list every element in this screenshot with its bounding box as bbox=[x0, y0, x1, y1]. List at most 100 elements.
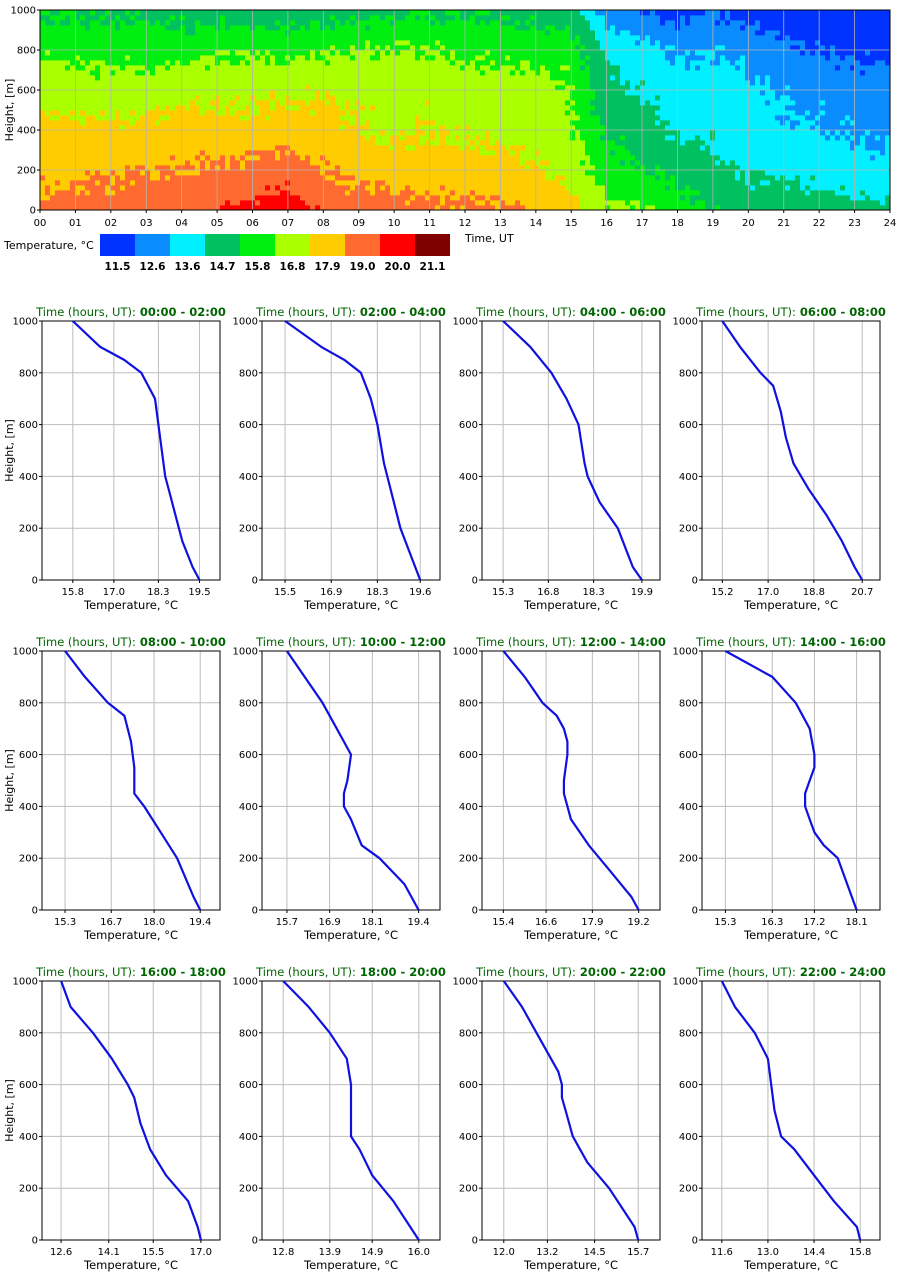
heatmap-cell bbox=[435, 75, 441, 81]
heatmap-cell bbox=[505, 130, 511, 136]
heatmap-cell bbox=[510, 40, 516, 46]
heatmap-cell bbox=[280, 35, 286, 41]
heatmap-cell bbox=[70, 145, 76, 151]
heatmap-cell bbox=[415, 100, 421, 106]
heatmap-cell bbox=[65, 45, 71, 51]
heatmap-cell bbox=[500, 100, 506, 106]
heatmap-cell bbox=[570, 100, 576, 106]
heatmap-cell bbox=[440, 70, 446, 76]
heatmap-cell bbox=[330, 20, 336, 26]
heatmap-cell bbox=[645, 165, 651, 171]
heatmap-cell bbox=[75, 140, 81, 146]
heatmap-cell bbox=[145, 20, 151, 26]
heatmap-cell bbox=[405, 140, 411, 146]
heatmap-cell bbox=[575, 185, 581, 191]
heatmap-cell bbox=[405, 185, 411, 191]
heatmap-cell bbox=[165, 135, 171, 141]
heatmap-cell bbox=[635, 160, 641, 166]
heatmap-cell bbox=[350, 20, 356, 26]
heatmap-cell bbox=[355, 155, 361, 161]
heatmap-cell bbox=[585, 85, 591, 91]
heatmap-cell bbox=[230, 120, 236, 126]
heatmap-cell bbox=[395, 10, 401, 16]
heatmap-cell bbox=[585, 200, 591, 206]
heatmap-cell bbox=[515, 145, 521, 151]
heatmap-cell bbox=[300, 105, 306, 111]
heatmap-cell bbox=[475, 60, 481, 66]
heatmap-cell bbox=[85, 85, 91, 91]
heatmap-cell bbox=[300, 100, 306, 106]
heatmap-cell bbox=[645, 200, 651, 206]
heatmap-cell bbox=[235, 25, 241, 31]
heatmap-cell bbox=[155, 40, 161, 46]
heatmap-cell bbox=[650, 175, 656, 181]
heatmap-cell bbox=[55, 50, 61, 56]
heatmap-cell bbox=[350, 125, 356, 131]
heatmap-cell bbox=[390, 145, 396, 151]
heatmap-cell bbox=[455, 190, 461, 196]
heatmap-cell bbox=[540, 175, 546, 181]
heatmap-cell bbox=[325, 100, 331, 106]
heatmap-cell bbox=[265, 165, 271, 171]
heatmap-cell bbox=[290, 140, 296, 146]
heatmap-cell bbox=[430, 70, 436, 76]
heatmap-cell bbox=[210, 95, 216, 101]
heatmap-cell bbox=[515, 195, 521, 201]
heatmap-cell bbox=[45, 130, 51, 136]
heatmap-cell bbox=[155, 125, 161, 131]
heatmap-cell bbox=[265, 120, 271, 126]
heatmap-cell bbox=[45, 165, 51, 171]
heatmap-cell bbox=[170, 15, 176, 21]
heatmap-cell bbox=[165, 170, 171, 176]
heatmap-cell bbox=[355, 50, 361, 56]
heatmap-cell bbox=[595, 40, 601, 46]
heatmap-cell bbox=[570, 125, 576, 131]
heatmap-cell bbox=[320, 30, 326, 36]
heatmap-cell bbox=[190, 70, 196, 76]
heatmap-cell bbox=[640, 10, 646, 16]
heatmap-cell bbox=[335, 145, 341, 151]
heatmap-cell bbox=[120, 195, 126, 201]
heatmap-cell bbox=[540, 120, 546, 126]
heatmap-cell bbox=[480, 100, 486, 106]
heatmap-cell bbox=[105, 125, 111, 131]
heatmap-cell bbox=[260, 20, 266, 26]
heatmap-cell bbox=[465, 190, 471, 196]
heatmap-cell bbox=[210, 135, 216, 141]
heatmap-cell bbox=[300, 115, 306, 121]
heatmap-cell bbox=[340, 185, 346, 191]
heatmap-cell bbox=[290, 205, 296, 211]
heatmap-cell bbox=[505, 150, 511, 156]
heatmap-cell bbox=[525, 75, 531, 81]
heatmap-cell bbox=[90, 25, 96, 31]
heatmap-cell bbox=[565, 205, 571, 211]
heatmap-cell bbox=[175, 60, 181, 66]
heatmap-cell bbox=[455, 205, 461, 211]
heatmap-cell bbox=[170, 100, 176, 106]
heatmap-cell bbox=[635, 20, 641, 26]
heatmap-cell bbox=[200, 40, 206, 46]
heatmap-cell bbox=[60, 60, 66, 66]
heatmap-cell bbox=[365, 175, 371, 181]
heatmap-cell bbox=[105, 150, 111, 156]
heatmap-cell bbox=[635, 200, 641, 206]
heatmap-cell bbox=[645, 140, 651, 146]
heatmap-cell bbox=[75, 10, 81, 16]
heatmap-cell bbox=[310, 155, 316, 161]
heatmap-cell bbox=[235, 40, 241, 46]
heatmap-cell bbox=[315, 75, 321, 81]
heatmap-cell bbox=[295, 70, 301, 76]
heatmap-cell bbox=[560, 145, 566, 151]
heatmap-cell bbox=[535, 85, 541, 91]
heatmap-cell bbox=[645, 80, 651, 86]
heatmap-cell bbox=[580, 10, 586, 16]
heatmap-cell bbox=[450, 75, 456, 81]
heatmap-cell bbox=[255, 105, 261, 111]
heatmap-cell bbox=[130, 45, 136, 51]
heatmap-cell bbox=[570, 85, 576, 91]
heatmap-cell bbox=[170, 70, 176, 76]
heatmap-cell bbox=[620, 95, 626, 101]
heatmap-cell bbox=[170, 80, 176, 86]
heatmap-cell bbox=[245, 50, 251, 56]
heatmap-cell bbox=[460, 110, 466, 116]
